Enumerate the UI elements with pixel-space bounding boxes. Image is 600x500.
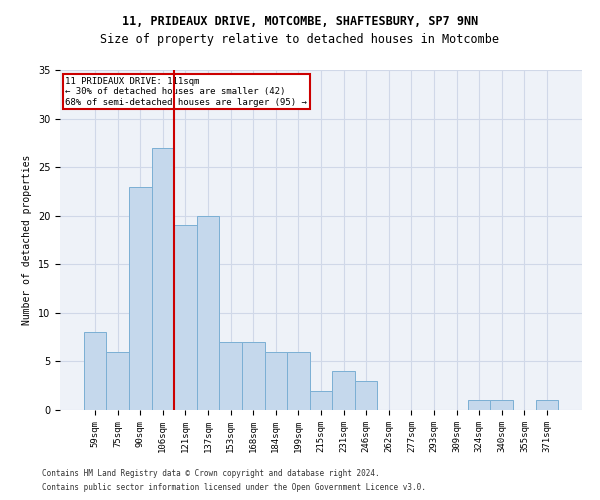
- Bar: [287, 352, 310, 410]
- Bar: [152, 148, 174, 410]
- Bar: [220, 342, 242, 410]
- Text: Contains HM Land Registry data © Crown copyright and database right 2024.: Contains HM Land Registry data © Crown c…: [42, 468, 380, 477]
- Bar: [355, 381, 377, 410]
- Text: 11 PRIDEAUX DRIVE: 111sqm
← 30% of detached houses are smaller (42)
68% of semi-: 11 PRIDEAUX DRIVE: 111sqm ← 30% of detac…: [65, 77, 307, 106]
- Bar: [242, 342, 265, 410]
- Bar: [310, 390, 332, 410]
- Bar: [536, 400, 558, 410]
- Text: 11, PRIDEAUX DRIVE, MOTCOMBE, SHAFTESBURY, SP7 9NN: 11, PRIDEAUX DRIVE, MOTCOMBE, SHAFTESBUR…: [122, 15, 478, 28]
- Bar: [129, 186, 152, 410]
- Y-axis label: Number of detached properties: Number of detached properties: [22, 155, 32, 325]
- Bar: [490, 400, 513, 410]
- Bar: [265, 352, 287, 410]
- Bar: [197, 216, 220, 410]
- Bar: [106, 352, 129, 410]
- Bar: [332, 371, 355, 410]
- Bar: [84, 332, 106, 410]
- Text: Contains public sector information licensed under the Open Government Licence v3: Contains public sector information licen…: [42, 484, 426, 492]
- Bar: [174, 226, 197, 410]
- Text: Size of property relative to detached houses in Motcombe: Size of property relative to detached ho…: [101, 32, 499, 46]
- Bar: [468, 400, 490, 410]
